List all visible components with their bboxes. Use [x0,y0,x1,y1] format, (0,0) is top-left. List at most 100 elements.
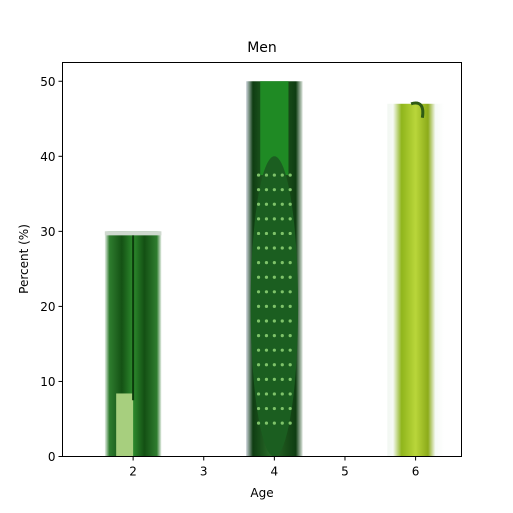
cucumber-bump [272,275,276,279]
cucumber-bump [288,304,292,309]
cucumber-bump [280,421,284,425]
cucumber-bump [256,290,261,294]
cucumber-bump [264,188,269,192]
cucumber-bump [272,421,276,425]
cucumber-bump [288,406,292,411]
cucumber-bump [280,377,284,381]
cucumber-bump [272,333,276,338]
chart-title: Men [247,40,277,56]
bar-leek [104,231,162,457]
cucumber-bump [272,261,276,265]
x-axis-ticks: 2 3 4 5 6 [129,456,420,479]
cucumber-bump [264,202,269,206]
x-axis-label: Age [250,486,273,500]
cucumber-bump [256,348,261,352]
cucumber-bump [264,333,269,338]
cucumber-bump [256,304,261,309]
cucumber-bump [280,275,284,279]
cucumber-bump [256,173,261,177]
cucumber-bump [264,231,269,236]
cucumber-bump [256,261,261,265]
x-tick-label: 3 [200,465,208,479]
cucumber-bump [288,421,292,425]
cucumber-bump [256,217,261,221]
cucumber-bump [288,319,292,323]
cucumber-bump [280,188,284,192]
cucumber-bump [272,377,276,381]
cucumber-bump [264,392,269,396]
cucumber-bump [264,377,269,381]
bar-top-edge [104,231,162,236]
cucumber-bump [256,319,261,323]
cucumber-bump [280,348,284,352]
cucumber-bump [288,246,292,250]
y-axis-label: Percent (%) [17,224,31,294]
cucumber-bump [256,246,261,250]
cucumber-bump [288,348,292,352]
bars-group [104,81,444,457]
cucumber-bump [288,377,292,381]
x-tick-label: 4 [271,465,279,479]
y-tick-label: 50 [40,75,55,89]
cucumber-bump [272,217,276,221]
cucumber-bump [280,363,284,367]
x-tick-label: 6 [412,465,420,479]
cucumber-bump [264,275,269,279]
cucumber-bump [264,406,269,411]
cucumber-bump [264,261,269,265]
bar-body [387,103,444,457]
cucumber-bump [288,202,292,206]
cucumber-bump [256,377,261,381]
cucumber-bump [272,246,276,250]
cucumber-bump [280,406,284,411]
cucumber-bump [272,348,276,352]
cucumber-bump [272,406,276,411]
y-tick-label: 30 [40,225,55,239]
cucumber-bump [288,275,292,279]
cucumber-bump [264,319,269,323]
cucumber-bump [272,363,276,367]
cucumber-bump [280,290,284,294]
cucumber-bump [280,261,284,265]
cucumber-bump [280,319,284,323]
plot-area-frame [62,62,462,457]
cucumber-bump [288,290,292,294]
cucumber-bump [272,290,276,294]
cucumber-bump [264,217,269,221]
cucumber-bump [264,290,269,294]
cucumber-bump [288,173,292,177]
cucumber-bump [264,304,269,309]
cucumber-bump [256,275,261,279]
cucumber-bump [280,333,284,338]
cucumber-bump [264,246,269,250]
cucumber-bump [288,333,292,338]
cucumber-bump [256,421,261,425]
cucumber-bump [256,231,261,236]
cucumber-bump [256,202,261,206]
cucumber-bump [272,173,276,177]
cucumber-bump [272,319,276,323]
cucumber-bump [280,217,284,221]
leek-stalk [116,393,134,457]
cucumber-bump [288,363,292,367]
cucumber-bump [272,188,276,192]
cucumber-bump [256,333,261,338]
cucumber-bump [280,392,284,396]
y-tick-label: 10 [40,375,55,389]
cucumber-bump [256,406,261,411]
cucumber-bump [280,202,284,206]
cucumber-bump [272,202,276,206]
y-tick-label: 40 [40,150,55,164]
x-tick-label: 2 [129,465,137,479]
bar-pepper [387,101,444,457]
cucumber-bump [264,348,269,352]
cucumber-bump [280,173,284,177]
x-tick-label: 5 [341,465,349,479]
cucumber-bump [264,421,269,425]
cucumber-bump [288,392,292,396]
cucumber-bump [280,304,284,309]
y-axis-ticks: 0 10 20 30 40 50 [40,75,63,464]
pepper-stem [410,101,425,119]
cucumber-bump [264,173,269,177]
cucumber-bump [272,231,276,236]
